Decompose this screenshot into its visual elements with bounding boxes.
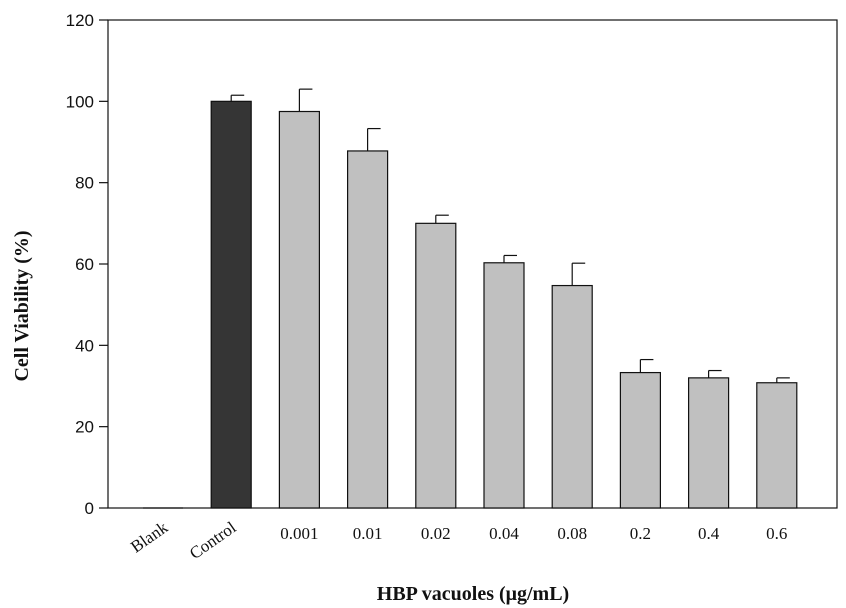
bar (210, 100, 252, 509)
y-tick-label: 80 (75, 174, 94, 193)
x-tick-label: 0.01 (353, 524, 383, 543)
bar (756, 382, 798, 509)
x-tick-label: 0.001 (280, 524, 318, 543)
error-bars (230, 88, 790, 383)
bar (347, 150, 389, 509)
x-tick-label: Control (186, 518, 240, 564)
x-tick-label: 0.04 (489, 524, 519, 543)
bar (551, 284, 593, 509)
x-tick-label: 0.2 (630, 524, 651, 543)
bars (143, 100, 798, 509)
y-tick-label: 60 (75, 255, 94, 274)
y-axis-title: Cell Viability (%) (11, 230, 33, 381)
x-axis-title: HBP vacuoles (μg/mL) (377, 583, 569, 605)
y-tick-label: 40 (75, 336, 94, 355)
y-tick-label: 100 (66, 92, 94, 111)
y-tick-label: 120 (66, 11, 94, 30)
y-tick-label: 20 (75, 418, 94, 437)
bar (278, 110, 320, 509)
x-tick-label: 0.6 (766, 524, 787, 543)
x-tick-label: 0.02 (421, 524, 451, 543)
bar (687, 377, 730, 509)
bar (415, 222, 457, 509)
bar (619, 371, 662, 509)
bar (483, 262, 525, 509)
x-axis-tick-labels: Blank Control 0.001 0.01 0.02 0.04 0.08 0.2 0.4 0… (127, 517, 787, 563)
x-tick-label: 0.4 (698, 524, 720, 543)
y-axis-ticks: 0 20 40 60 80 100 120 (66, 11, 108, 518)
x-tick-label: 0.08 (557, 524, 587, 543)
y-tick-label: 0 (85, 499, 94, 518)
x-tick-label: Blank (127, 517, 172, 556)
